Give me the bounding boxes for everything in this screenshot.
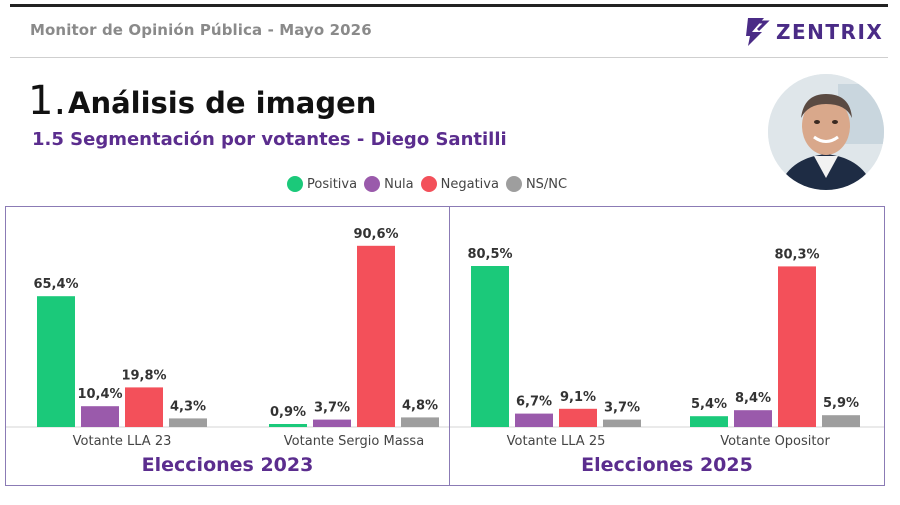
data-label: 8,4% — [735, 391, 771, 406]
data-label: 0,9% — [270, 405, 306, 420]
data-label: 5,9% — [823, 396, 859, 411]
legend-label: NS/NC — [525, 176, 568, 192]
bar-positiva-0 — [37, 296, 75, 427]
legend-item-nula: Nula — [364, 176, 414, 192]
data-label: 9,1% — [560, 390, 596, 405]
data-label: 3,7% — [314, 401, 350, 416]
chart-title-2025: Elecciones 2025 — [581, 454, 753, 476]
legend-item-negativa: Negativa — [420, 176, 499, 192]
data-label: 65,4% — [33, 277, 78, 292]
bar-nsnc-1 — [401, 417, 439, 427]
chart-2023: 65,4% 10,4% 19,8% 4,3% Votante LLA 23 0,9% 3,7… — [6, 227, 449, 449]
section-subtitle: 1.5 Segmentación por votantes - Diego Sa… — [32, 129, 507, 150]
chart-panel-2025: 80,5% 6,7% 9,1% 3,7% Votante LLA 25 5,4% 8,4% 8… — [449, 206, 885, 486]
section-number: 1. — [28, 78, 67, 124]
legend-item-nsnc: NS/NC — [505, 176, 568, 192]
bar-negativa-0 — [125, 387, 163, 427]
legend-label: Nula — [384, 176, 414, 192]
brand-logo: ZENTRIX — [744, 14, 883, 50]
chart-2025: 80,5% 6,7% 9,1% 3,7% Votante LLA 25 5,4% 8,4% 8… — [450, 247, 884, 449]
zentrix-logo-icon — [746, 18, 770, 46]
data-label: 80,3% — [774, 247, 819, 262]
bar-negativa-1 — [778, 266, 816, 427]
category-label: Votante Sergio Massa — [284, 434, 424, 449]
bar-nsnc-1 — [822, 415, 860, 427]
data-label: 5,4% — [691, 397, 727, 412]
bar-negativa-1 — [357, 245, 395, 427]
data-label: 6,7% — [516, 395, 552, 410]
legend-label: Positiva — [307, 176, 358, 192]
category-label: Votante LLA 25 — [507, 434, 606, 449]
data-label: 4,8% — [402, 398, 438, 413]
chart-legend: Positiva Nula Negativa NS/NC — [287, 176, 574, 192]
legend-item-positiva: Positiva — [287, 176, 357, 192]
chart-panel-2023: 65,4% 10,4% 19,8% 4,3% Votante LLA 23 0,9% 3,7… — [5, 206, 450, 486]
brand-name: ZENTRIX — [776, 20, 884, 44]
category-label: Votante Opositor — [720, 434, 830, 449]
bar-positiva-0 — [471, 266, 509, 427]
chart-title-2023: Elecciones 2023 — [141, 454, 314, 476]
data-label: 80,5% — [467, 247, 512, 262]
bar-nula-1 — [734, 410, 772, 427]
portrait-image — [768, 74, 884, 190]
category-label: Votante LLA 23 — [73, 434, 172, 449]
bar-nsnc-0 — [603, 419, 641, 427]
legend-dot-nsnc — [505, 176, 522, 192]
candidate-photo — [768, 74, 884, 190]
data-label: 4,3% — [170, 399, 206, 414]
legend-label: Negativa — [440, 176, 499, 192]
bar-positiva-1 — [269, 424, 307, 427]
data-label: 19,8% — [121, 368, 166, 383]
section-title: Análisis de imagen — [68, 86, 377, 120]
header-title: Monitor de Opinión Pública - Mayo 2026 — [30, 21, 372, 39]
bar-positiva-1 — [690, 416, 728, 427]
legend-dot-positiva — [287, 176, 303, 192]
header-divider — [10, 57, 888, 58]
bar-nula-1 — [313, 419, 351, 427]
bar-nula-0 — [81, 406, 119, 427]
data-label: 3,7% — [604, 401, 640, 416]
top-border — [10, 4, 888, 7]
bar-nsnc-0 — [169, 418, 207, 427]
data-label: 90,6% — [353, 227, 398, 242]
data-label: 10,4% — [77, 387, 122, 402]
bar-negativa-0 — [559, 408, 597, 427]
bar-nula-0 — [515, 413, 553, 427]
legend-dot-nula — [364, 176, 381, 192]
legend-dot-negativa — [420, 176, 437, 192]
